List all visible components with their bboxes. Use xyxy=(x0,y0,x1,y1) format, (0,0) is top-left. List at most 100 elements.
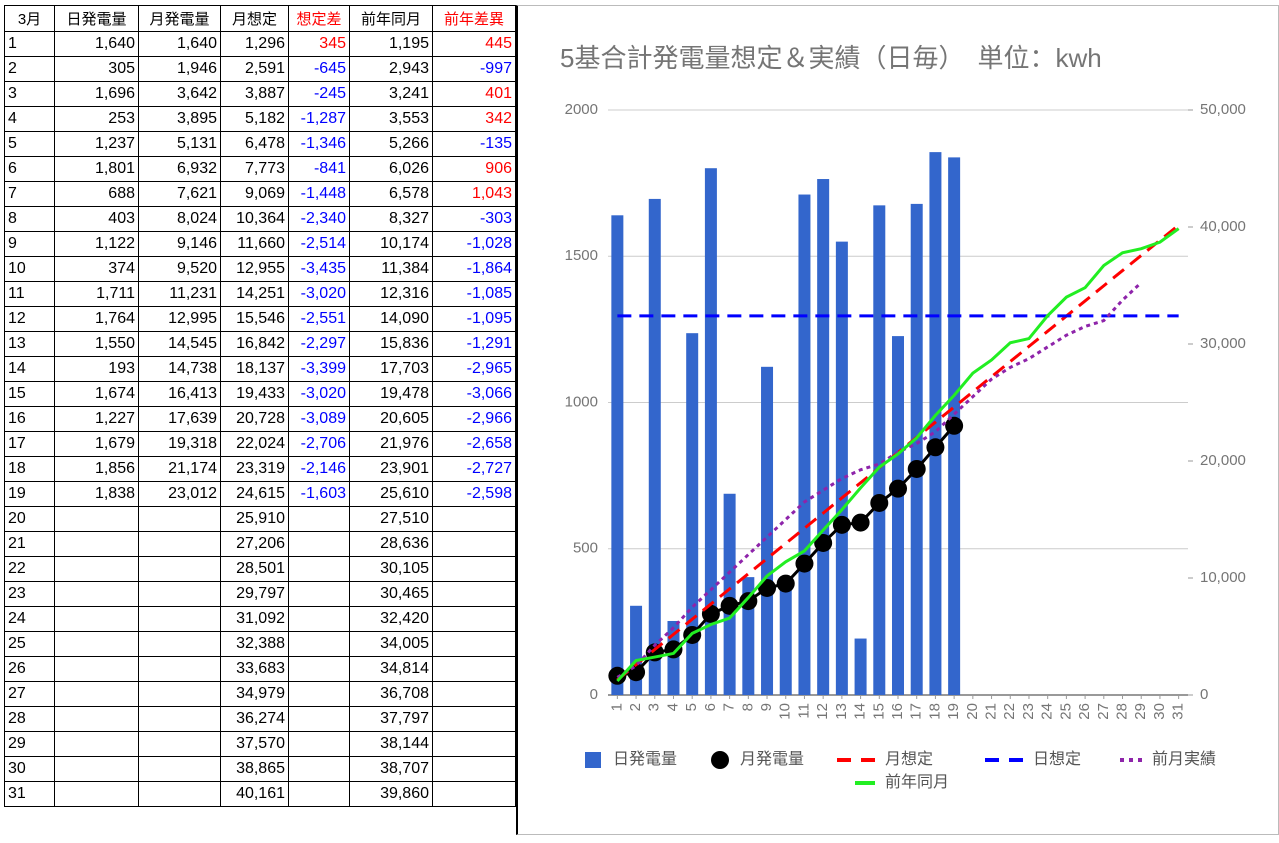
y2-tick-label: 10,000 xyxy=(1200,569,1246,586)
point xyxy=(945,416,964,435)
table-cell: -3,066 xyxy=(432,381,516,407)
table-cell xyxy=(54,681,139,707)
table-cell: 1,696 xyxy=(54,81,139,107)
table-cell: -2,146 xyxy=(288,456,350,482)
table-cell: -3,020 xyxy=(288,381,350,407)
table-cell: 22 xyxy=(4,556,55,582)
table-cell: 32,388 xyxy=(220,631,289,657)
legend-label: 日想定 xyxy=(1033,750,1081,768)
table-cell xyxy=(54,506,139,532)
table-cell: 19,478 xyxy=(349,381,433,407)
table-cell: 23,319 xyxy=(220,456,289,482)
table-cell: -245 xyxy=(288,81,350,107)
y-tick-label: 0 xyxy=(590,686,598,703)
table-cell: -1,095 xyxy=(432,306,516,332)
table-cell: 37,797 xyxy=(349,706,433,732)
table-cell: 345 xyxy=(288,31,350,57)
y-tick-label: 2000 xyxy=(565,101,598,118)
table-cell: -2,965 xyxy=(432,356,516,382)
table-cell: 17 xyxy=(4,431,55,457)
table-cell: 1,801 xyxy=(54,156,139,182)
table-cell: -2,598 xyxy=(432,481,516,507)
table-row: 13 1,550 14,545 16,842 -2,297 15,836 -1,291 xyxy=(4,331,516,357)
x-tick-label: 27 xyxy=(1095,703,1112,720)
table-cell xyxy=(432,581,516,607)
table-cell: 1,838 xyxy=(54,481,139,507)
legend-label: 月想定 xyxy=(885,750,933,768)
x-tick-label: 19 xyxy=(945,703,962,720)
point xyxy=(720,596,739,615)
table-row: 10 374 9,520 12,955 -3,435 11,384 -1,864 xyxy=(4,256,516,282)
table-cell: -303 xyxy=(432,206,516,232)
y2-tick-label: 50,000 xyxy=(1200,101,1246,118)
table-cell: 28,636 xyxy=(349,531,433,557)
table-cell: 37,570 xyxy=(220,731,289,757)
table-cell xyxy=(288,581,350,607)
point xyxy=(739,592,758,611)
table-cell xyxy=(138,781,221,807)
table-cell: 33,683 xyxy=(220,656,289,682)
table-cell: 18,137 xyxy=(220,356,289,382)
table-cell: 7 xyxy=(4,181,55,207)
table-cell xyxy=(288,706,350,732)
x-tick-label: 5 xyxy=(683,703,700,711)
table-cell xyxy=(432,731,516,757)
table-cell: 29 xyxy=(4,731,55,757)
table-row: 7 688 7,621 9,069 -1,448 6,578 1,043 xyxy=(4,181,516,207)
bar xyxy=(648,198,661,696)
x-tick-label: 22 xyxy=(1001,703,1018,720)
y2-tick-label: 40,000 xyxy=(1200,218,1246,235)
table-cell: 9,520 xyxy=(138,256,221,282)
x-tick-label: 20 xyxy=(964,703,981,720)
x-tick-label: 3 xyxy=(646,703,663,711)
table-cell: 1,195 xyxy=(349,31,433,57)
y2-tick-label: 0 xyxy=(1200,686,1208,703)
table-cell: 前年差異 xyxy=(432,5,516,32)
x-tick-label: 29 xyxy=(1132,703,1149,720)
legend-label: 月発電量 xyxy=(740,750,804,768)
table-cell xyxy=(138,531,221,557)
x-tick-label: 14 xyxy=(852,703,869,720)
table-cell xyxy=(138,581,221,607)
table-cell xyxy=(432,531,516,557)
table-row: 17 1,679 19,318 22,024 -2,706 21,976 -2,658 xyxy=(4,431,516,457)
bar xyxy=(854,638,867,695)
point xyxy=(889,479,907,498)
table-cell: 36,708 xyxy=(349,681,433,707)
table-row: 19 1,838 23,012 24,615 -1,603 25,610 -2,598 xyxy=(4,481,516,507)
table-cell: 15,836 xyxy=(349,331,433,357)
x-tick-label: 18 xyxy=(926,703,943,720)
y2-tick-label: 20,000 xyxy=(1200,452,1246,469)
table-cell: -997 xyxy=(432,56,516,82)
table-cell: 193 xyxy=(54,356,139,382)
x-tick-label: 30 xyxy=(1151,703,1168,720)
table-cell: -1,448 xyxy=(288,181,350,207)
table-cell: 25,910 xyxy=(220,506,289,532)
table-cell: 18 xyxy=(4,456,55,482)
table-cell: -3,020 xyxy=(288,281,350,307)
x-tick-label: 6 xyxy=(702,703,719,711)
table-cell: 1,640 xyxy=(138,31,221,57)
table-cell: 5,182 xyxy=(220,106,289,132)
table-cell: 21,976 xyxy=(349,431,433,457)
table-cell: 17,703 xyxy=(349,356,433,382)
table-cell: 1,674 xyxy=(54,381,139,407)
table-cell: 6,932 xyxy=(138,156,221,182)
legend-label: 前年同月 xyxy=(885,773,949,791)
bar xyxy=(873,205,886,696)
point xyxy=(814,533,833,552)
table-cell: 36,274 xyxy=(220,706,289,732)
table-row: 3月 日発電量 月発電量 月想定 想定差 前年同月 前年差異 xyxy=(4,5,516,32)
table-cell: -2,966 xyxy=(432,406,516,432)
x-tick-label: 12 xyxy=(814,703,831,720)
table-cell: 1,679 xyxy=(54,431,139,457)
table-cell: 1,946 xyxy=(138,56,221,82)
x-tick-label: 15 xyxy=(870,703,887,720)
bar xyxy=(611,215,624,696)
table-cell: 1 xyxy=(4,31,55,57)
table-cell: 23,012 xyxy=(138,481,221,507)
table-cell xyxy=(138,656,221,682)
table-row: 31 40,161 39,860 xyxy=(4,781,516,807)
table-cell: 26 xyxy=(4,656,55,682)
table-cell: 9,069 xyxy=(220,181,289,207)
